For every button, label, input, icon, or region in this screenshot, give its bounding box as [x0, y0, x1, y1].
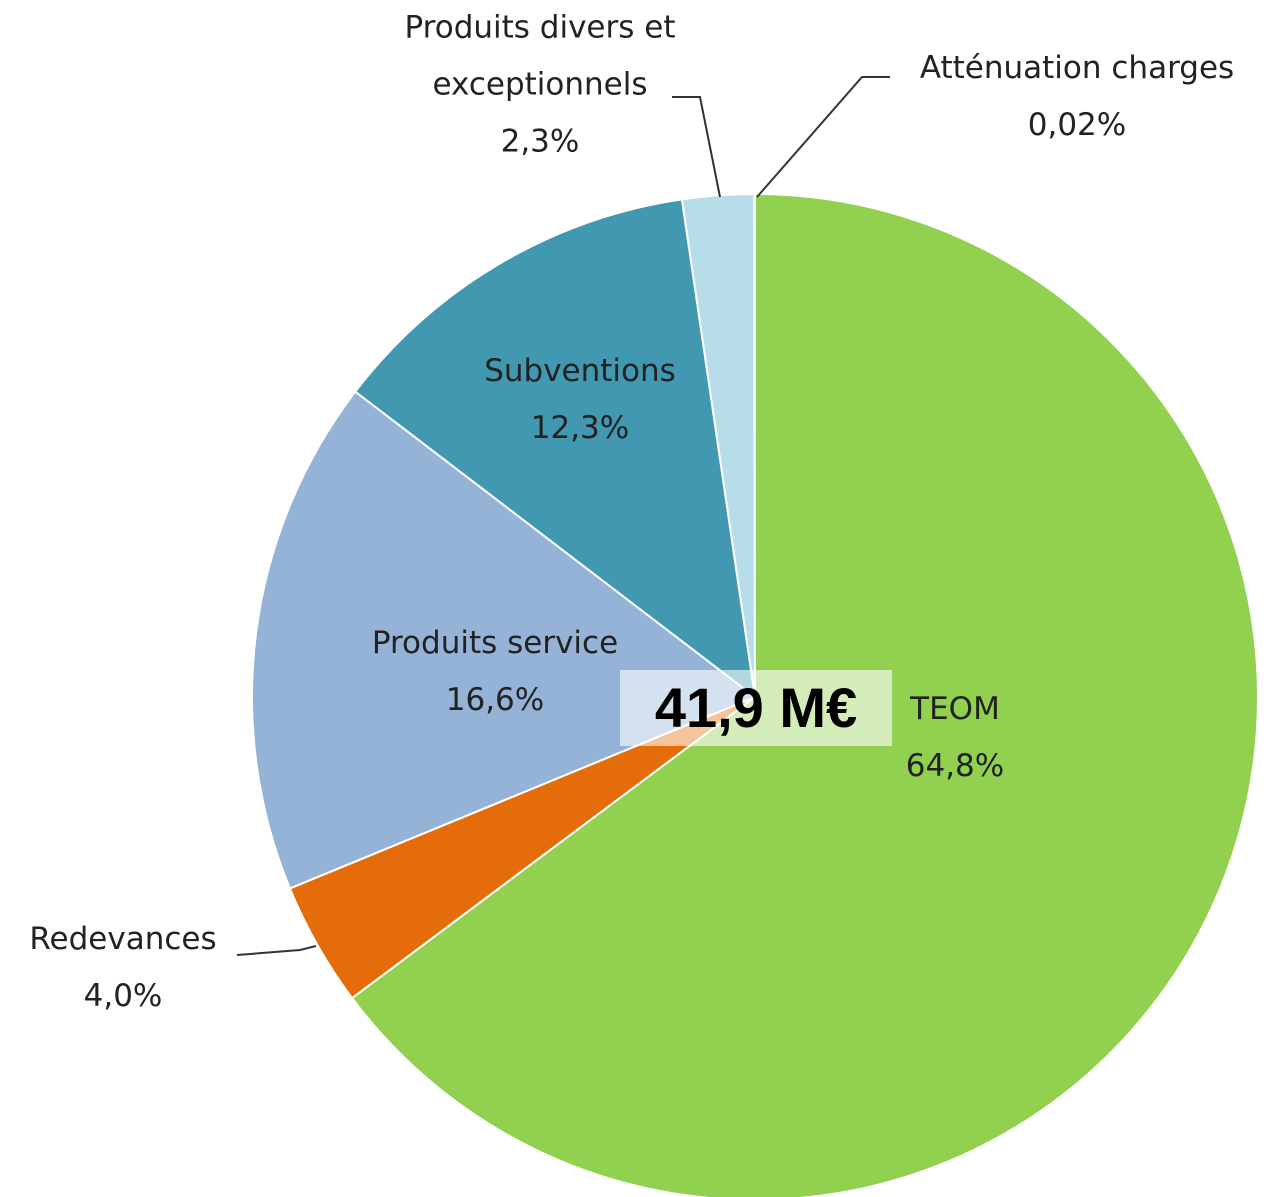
slice-label: Atténuation charges 0,02%: [920, 40, 1234, 154]
leader-line: [756, 76, 890, 198]
category-name: Atténuation charges: [919, 50, 1235, 86]
value-label: 12,3%: [530, 410, 630, 446]
value-label: 0,02%: [1027, 107, 1127, 143]
category-name: TEOM: [910, 691, 1000, 727]
pie-slice: [753, 192, 756, 698]
slice-label: Produits service 16,6%: [372, 615, 618, 729]
category-name: Produits divers et exceptionnels: [404, 9, 676, 103]
value-label: 2,3%: [500, 123, 580, 160]
leader-line: [236, 945, 317, 956]
slice-label: Produits divers et exceptionnels 2,3%: [370, 0, 710, 171]
pie-slice: [353, 198, 757, 700]
category-name: Produits service: [371, 625, 619, 661]
value-label: 16,6%: [445, 682, 545, 718]
slice-label: Subventions 12,3%: [484, 343, 676, 457]
pie-slice: [251, 390, 757, 890]
slice-label: Redevances 4,0%: [29, 911, 216, 1025]
value-label: 4,0%: [83, 978, 163, 1014]
category-name: Subventions: [484, 353, 676, 389]
value-label: 64,8%: [905, 748, 1005, 784]
leader-line: [672, 96, 721, 198]
category-name: Redevances: [29, 921, 217, 957]
total-label: 41,9 M€: [620, 670, 892, 746]
slice-label: TEOM 64,8%: [906, 681, 1004, 795]
